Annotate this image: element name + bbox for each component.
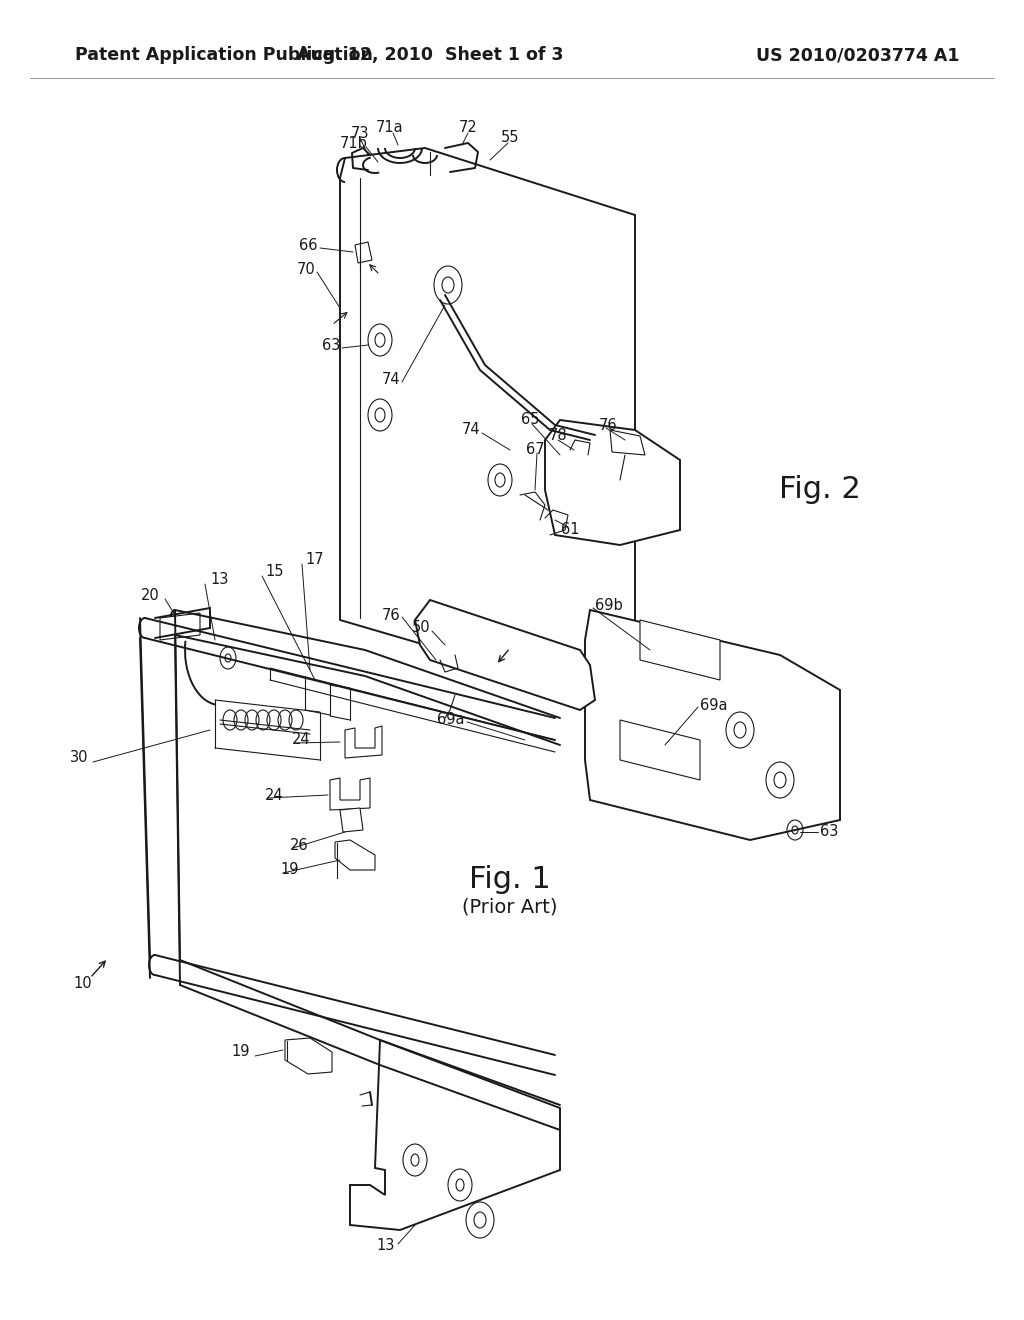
Text: (Prior Art): (Prior Art) — [462, 898, 558, 916]
Text: 30: 30 — [70, 751, 88, 766]
Text: 71b: 71b — [340, 136, 368, 150]
Text: 76: 76 — [599, 417, 617, 433]
Text: 55: 55 — [501, 131, 519, 145]
Polygon shape — [640, 620, 720, 680]
Text: 50: 50 — [412, 620, 430, 635]
Text: 63: 63 — [820, 825, 839, 840]
Text: 63: 63 — [322, 338, 340, 352]
Text: 13: 13 — [377, 1238, 395, 1253]
Polygon shape — [350, 1040, 560, 1230]
Polygon shape — [415, 601, 595, 710]
Polygon shape — [285, 1038, 332, 1074]
Text: Patent Application Publication: Patent Application Publication — [75, 46, 373, 63]
Text: 19: 19 — [231, 1044, 250, 1060]
Text: 20: 20 — [141, 587, 160, 602]
Polygon shape — [340, 148, 635, 680]
Polygon shape — [355, 242, 372, 263]
Polygon shape — [335, 840, 375, 870]
Text: Fig. 1: Fig. 1 — [469, 866, 551, 895]
Text: 70: 70 — [296, 263, 315, 277]
Text: 72: 72 — [459, 120, 477, 136]
Polygon shape — [620, 719, 700, 780]
Text: 76: 76 — [381, 607, 400, 623]
Text: 61: 61 — [561, 523, 580, 537]
Text: 73: 73 — [351, 125, 370, 140]
Text: 74: 74 — [462, 422, 480, 437]
Text: 17: 17 — [305, 553, 324, 568]
Text: 69b: 69b — [595, 598, 623, 612]
Text: 26: 26 — [290, 837, 308, 853]
Polygon shape — [160, 612, 200, 640]
Text: 24: 24 — [265, 788, 284, 803]
Text: 13: 13 — [210, 573, 228, 587]
Text: 19: 19 — [280, 862, 299, 878]
Text: 69a: 69a — [437, 713, 465, 727]
Polygon shape — [545, 420, 680, 545]
Text: 66: 66 — [299, 238, 318, 252]
Text: 67: 67 — [525, 442, 545, 458]
Text: 65: 65 — [521, 412, 540, 428]
Text: 78: 78 — [549, 428, 567, 442]
Text: 10: 10 — [74, 977, 92, 991]
Polygon shape — [610, 430, 645, 455]
Text: 74: 74 — [381, 372, 400, 388]
Polygon shape — [340, 808, 362, 832]
Polygon shape — [585, 610, 840, 840]
Text: 15: 15 — [265, 565, 284, 579]
Text: Fig. 2: Fig. 2 — [779, 475, 861, 504]
Text: 69a: 69a — [700, 697, 727, 713]
Text: 24: 24 — [292, 733, 310, 747]
Text: US 2010/0203774 A1: US 2010/0203774 A1 — [757, 46, 961, 63]
Text: 71a: 71a — [376, 120, 403, 136]
Text: Aug. 12, 2010  Sheet 1 of 3: Aug. 12, 2010 Sheet 1 of 3 — [297, 46, 563, 63]
